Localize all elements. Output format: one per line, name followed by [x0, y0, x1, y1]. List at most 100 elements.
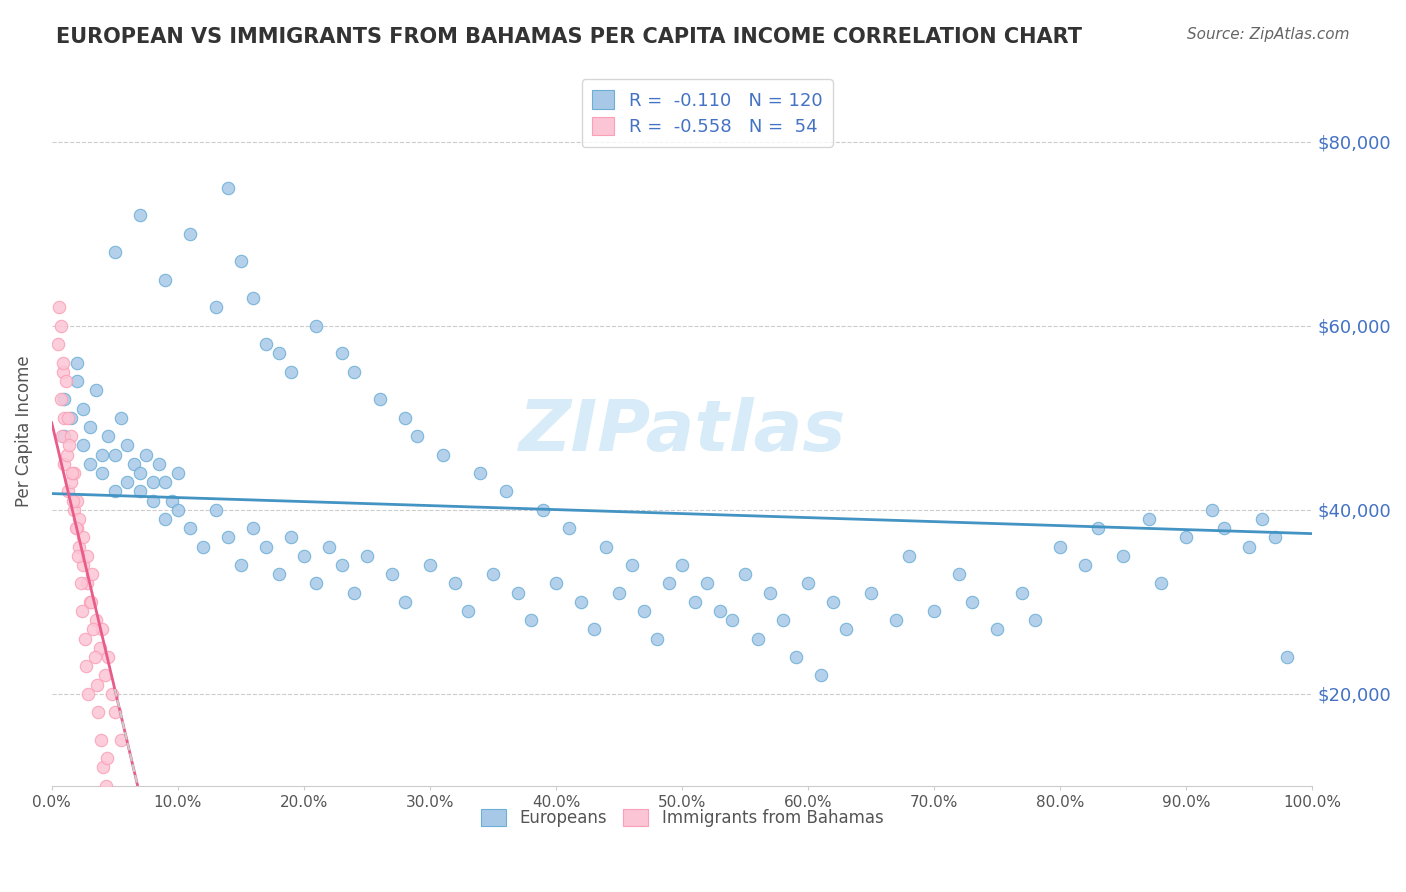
Point	[544, 576, 567, 591]
Point	[1264, 530, 1286, 544]
Point	[129, 466, 152, 480]
Point	[58, 438, 80, 452]
Point	[520, 613, 543, 627]
Point	[66, 356, 89, 370]
Point	[495, 484, 517, 499]
Point	[696, 576, 718, 591]
Point	[86, 677, 108, 691]
Point	[69, 540, 91, 554]
Point	[63, 503, 86, 517]
Point	[60, 466, 83, 480]
Point	[93, 760, 115, 774]
Point	[1213, 521, 1236, 535]
Point	[898, 549, 921, 563]
Point	[104, 245, 127, 260]
Point	[318, 540, 340, 554]
Point	[155, 512, 177, 526]
Point	[76, 576, 98, 591]
Point	[80, 595, 103, 609]
Point	[922, 604, 945, 618]
Point	[1175, 530, 1198, 544]
Point	[91, 448, 114, 462]
Point	[948, 567, 970, 582]
Point	[368, 392, 391, 407]
Y-axis label: Per Capita Income: Per Capita Income	[15, 356, 32, 508]
Point	[1137, 512, 1160, 526]
Point	[59, 410, 82, 425]
Point	[90, 732, 112, 747]
Point	[56, 410, 79, 425]
Point	[49, 318, 72, 333]
Point	[658, 576, 681, 591]
Point	[66, 521, 89, 535]
Point	[179, 521, 201, 535]
Point	[62, 493, 84, 508]
Point	[823, 595, 845, 609]
Point	[166, 466, 188, 480]
Point	[343, 585, 366, 599]
Point	[582, 623, 605, 637]
Point	[84, 383, 107, 397]
Point	[683, 595, 706, 609]
Point	[166, 503, 188, 517]
Point	[557, 521, 579, 535]
Point	[960, 595, 983, 609]
Point	[620, 558, 643, 572]
Point	[1150, 576, 1173, 591]
Point	[97, 650, 120, 665]
Point	[179, 227, 201, 241]
Point	[1049, 540, 1071, 554]
Point	[204, 301, 226, 315]
Point	[66, 374, 89, 388]
Point	[280, 365, 302, 379]
Point	[797, 576, 820, 591]
Point	[482, 567, 505, 582]
Point	[48, 301, 70, 315]
Point	[129, 484, 152, 499]
Point	[51, 429, 73, 443]
Point	[72, 438, 94, 452]
Point	[217, 181, 239, 195]
Point	[122, 457, 145, 471]
Point	[886, 613, 908, 627]
Point	[709, 604, 731, 618]
Point	[142, 493, 165, 508]
Point	[148, 457, 170, 471]
Point	[63, 466, 86, 480]
Point	[79, 457, 101, 471]
Point	[242, 291, 264, 305]
Point	[52, 365, 75, 379]
Point	[217, 530, 239, 544]
Point	[67, 549, 90, 563]
Point	[53, 392, 76, 407]
Point	[49, 392, 72, 407]
Point	[394, 410, 416, 425]
Point	[759, 585, 782, 599]
Point	[142, 475, 165, 490]
Point	[80, 567, 103, 582]
Point	[70, 604, 93, 618]
Point	[101, 687, 124, 701]
Point	[406, 429, 429, 443]
Point	[104, 705, 127, 719]
Point	[267, 346, 290, 360]
Point	[785, 650, 807, 665]
Point	[155, 273, 177, 287]
Point	[94, 779, 117, 793]
Point	[330, 346, 353, 360]
Point	[1275, 650, 1298, 665]
Point	[229, 558, 252, 572]
Point	[645, 632, 668, 646]
Point	[72, 558, 94, 572]
Point	[91, 623, 114, 637]
Point	[747, 632, 769, 646]
Point	[569, 595, 592, 609]
Point	[381, 567, 404, 582]
Point	[84, 613, 107, 627]
Point	[860, 585, 883, 599]
Point	[93, 668, 115, 682]
Point	[83, 650, 105, 665]
Point	[267, 567, 290, 582]
Point	[1251, 512, 1274, 526]
Point	[79, 595, 101, 609]
